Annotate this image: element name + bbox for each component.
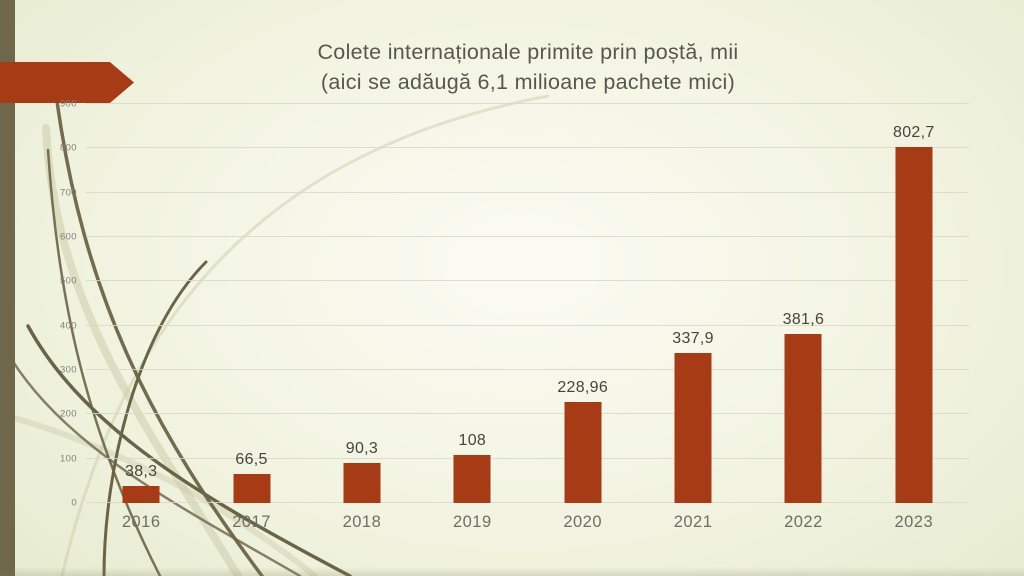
chart-title: Colete internaționale primite prin poștă… — [86, 37, 970, 97]
gridline — [86, 280, 969, 282]
x-axis-label: 2016 — [121, 513, 161, 531]
gridline — [86, 502, 969, 503]
x-axis-label: 2022 — [784, 513, 823, 531]
bar-value-label: 381,6 — [782, 310, 825, 328]
y-tick-label: 200 — [59, 408, 77, 420]
bar-value-label: 337,9 — [672, 330, 714, 348]
chart-title-line1: Colete internaționale primite prin poștă… — [317, 40, 739, 64]
plot-area: 38,3 66,5 90,3 108 228,96 337,9 381,6 802,7 — [86, 103, 969, 503]
y-tick-label: 100 — [59, 453, 77, 465]
bar-2021 — [674, 353, 712, 503]
x-axis-label: 2021 — [673, 513, 713, 531]
y-tick-label: 600 — [59, 231, 77, 243]
bar-2017 — [233, 473, 271, 503]
x-axis-label: 2018 — [342, 513, 382, 531]
bar-slot: 38,3 — [86, 104, 196, 503]
bar-value-label: 90,3 — [345, 439, 379, 457]
gridline — [86, 147, 969, 149]
bottom-shade-decoration — [0, 567, 1024, 576]
gridline — [86, 103, 969, 104]
gridline — [86, 324, 969, 326]
bar-value-label: 802,7 — [893, 124, 935, 142]
bar-slot: 228,96 — [528, 104, 638, 503]
y-tick-label: 400 — [59, 320, 77, 332]
x-axis-label: 2020 — [563, 513, 603, 531]
x-axis-label: 2023 — [894, 513, 934, 531]
bar-value-label: 108 — [458, 432, 487, 450]
x-axis-label: 2017 — [232, 513, 271, 531]
bar-2023 — [895, 147, 933, 503]
gridline — [86, 413, 969, 415]
y-tick-label: 0 — [71, 497, 77, 509]
y-tick-label: 500 — [59, 275, 77, 287]
bar-2016 — [122, 486, 160, 503]
y-tick-label: 800 — [59, 142, 77, 154]
bar-2019 — [453, 455, 491, 503]
bar-value-label: 228,96 — [557, 378, 609, 396]
bar-slot: 802,7 — [859, 104, 969, 503]
chart-title-line2: (aici se adăugă 6,1 milioane pachete mic… — [320, 70, 736, 94]
bar-slot: 337,9 — [638, 104, 748, 503]
gridline — [86, 236, 969, 238]
bar-slot: 108 — [417, 104, 527, 503]
bar-2018 — [343, 462, 381, 503]
x-axis-label: 2019 — [452, 513, 492, 531]
gridline — [86, 369, 969, 371]
y-tick-label: 300 — [59, 364, 77, 376]
y-tick-label: 900 — [59, 98, 77, 110]
y-tick-label: 700 — [59, 187, 77, 199]
gridline — [86, 191, 969, 193]
y-axis-tick-labels: 0 100 200 300 400 500 600 700 800 900 — [0, 99, 78, 509]
x-axis-labels: 2016 2017 2018 2019 2020 2021 2022 2023 — [86, 513, 969, 535]
bar-2022 — [784, 333, 822, 503]
bar-2020 — [564, 401, 602, 503]
bar-slot: 381,6 — [748, 104, 858, 503]
gridline — [86, 457, 969, 459]
